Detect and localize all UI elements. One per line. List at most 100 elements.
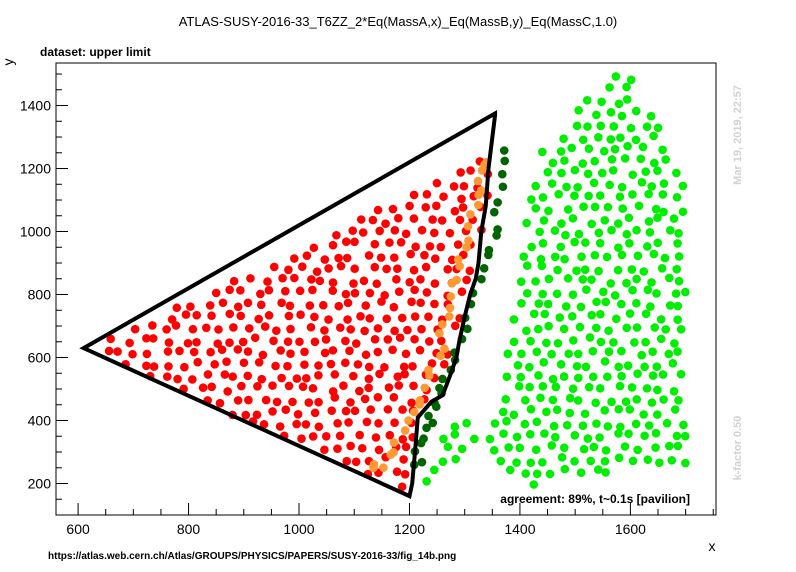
- data-point-green: [638, 142, 648, 152]
- data-point-green: [614, 429, 623, 438]
- data-point-green: [573, 182, 582, 192]
- data-point-red: [308, 432, 318, 441]
- data-point-green: [551, 382, 561, 392]
- data-point-green: [535, 227, 544, 237]
- data-point-green: [673, 239, 682, 248]
- data-point-green: [628, 456, 638, 466]
- data-point-green: [574, 373, 583, 383]
- data-point-green: [607, 397, 616, 407]
- data-point-red: [406, 249, 415, 259]
- data-point-green: [538, 193, 548, 202]
- data-point-green: [632, 323, 642, 332]
- data-point-green: [531, 277, 540, 286]
- x-axis: 600 800 1000 1200 1400 1600: [66, 503, 714, 537]
- data-point-red: [373, 324, 383, 333]
- data-point-red: [362, 417, 372, 427]
- data-point-red: [349, 371, 358, 381]
- data-point-red: [205, 301, 215, 310]
- data-point-red: [332, 230, 341, 240]
- data-point-green: [622, 82, 631, 92]
- data-point-orange: [463, 221, 473, 231]
- data-point-red: [259, 419, 269, 429]
- data-point-green: [644, 189, 653, 199]
- data-point-red: [301, 420, 311, 429]
- data-point-red: [142, 349, 152, 359]
- data-point-green: [538, 289, 547, 299]
- data-point-red: [173, 374, 182, 384]
- data-point-red: [399, 362, 409, 372]
- data-point-red: [277, 298, 286, 308]
- data-point-red: [385, 430, 395, 440]
- data-point-green: [543, 299, 553, 309]
- data-point-green: [513, 360, 523, 370]
- data-point-red: [462, 275, 471, 285]
- data-point-red: [421, 262, 431, 272]
- data-point-green: [611, 72, 621, 81]
- data-point-green: [631, 135, 641, 145]
- data-point-red: [297, 434, 306, 443]
- data-point-red: [148, 334, 158, 343]
- data-point-red: [314, 361, 323, 370]
- data-point-green: [522, 261, 532, 271]
- data-point-red: [324, 264, 333, 273]
- data-point-red: [286, 324, 295, 334]
- data-point-green: [678, 207, 688, 217]
- data-point-green: [570, 165, 580, 175]
- data-point-green: [627, 265, 637, 274]
- data-point-green: [617, 182, 627, 192]
- data-point-green: [653, 410, 662, 419]
- data-point-red: [164, 362, 173, 371]
- data-point-green: [605, 180, 614, 190]
- data-point-green: [616, 133, 625, 142]
- data-point-green: [630, 338, 639, 347]
- data-point-green: [547, 349, 556, 359]
- data-point-darkgreen: [417, 457, 427, 467]
- data-point-green: [504, 443, 513, 452]
- data-point-green: [639, 267, 649, 276]
- data-point-green: [512, 458, 521, 467]
- data-point-red: [189, 347, 199, 357]
- data-point-red: [162, 372, 172, 381]
- data-point-red: [181, 310, 191, 319]
- data-point-green: [632, 225, 641, 235]
- data-point-green: [641, 337, 650, 347]
- data-point-red: [292, 419, 301, 429]
- data-point-green: [673, 441, 683, 451]
- data-point-green: [545, 469, 555, 479]
- data-point-red: [192, 337, 201, 347]
- data-point-orange: [424, 371, 434, 380]
- data-point-green: [544, 274, 554, 284]
- data-point-green: [534, 371, 543, 380]
- data-point-green: [639, 410, 648, 419]
- x-tick-label: 1000: [283, 521, 314, 537]
- data-point-red: [297, 262, 307, 271]
- data-point-green: [560, 156, 569, 165]
- data-point-green: [578, 275, 588, 284]
- data-point-green: [485, 434, 495, 444]
- data-point-red: [358, 228, 368, 237]
- data-point-darkgreen: [493, 198, 502, 207]
- data-point-green: [614, 404, 624, 414]
- data-point-green: [664, 349, 674, 359]
- exclusion-contour-line: [79, 109, 498, 499]
- data-point-red: [420, 250, 429, 260]
- data-point-green: [650, 158, 659, 168]
- data-point-darkgreen: [484, 250, 493, 260]
- data-point-green: [515, 443, 525, 453]
- data-point-red: [342, 253, 352, 263]
- chart-title: ATLAS-SUSY-2016-33_T6ZZ_2*Eq(MassA,x)_Eq…: [179, 14, 618, 29]
- data-point-red: [310, 408, 320, 418]
- data-point-red: [334, 301, 344, 311]
- data-point-green: [576, 468, 586, 477]
- data-point-green: [526, 336, 535, 346]
- data-point-red: [233, 396, 243, 405]
- data-point-red: [425, 337, 434, 346]
- data-point-green: [534, 299, 544, 308]
- data-point-red: [233, 302, 243, 312]
- data-point-green: [509, 410, 519, 420]
- data-point-red: [243, 347, 253, 356]
- data-point-green: [601, 468, 610, 477]
- data-point-red: [360, 326, 369, 336]
- data-point-red: [407, 297, 416, 307]
